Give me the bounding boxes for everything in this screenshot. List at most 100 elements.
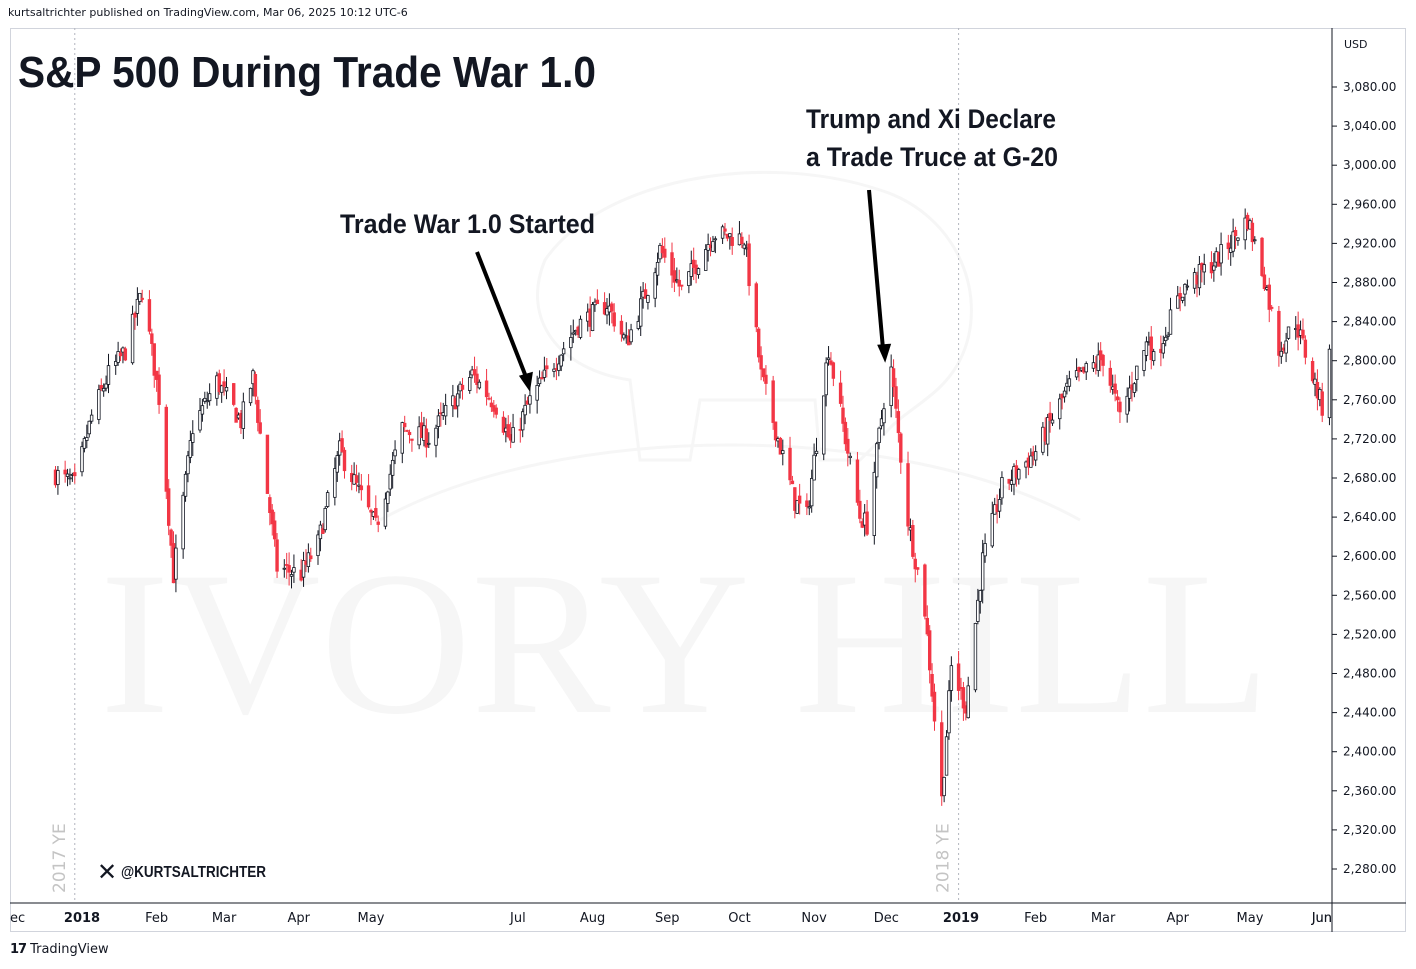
candle [896, 399, 901, 443]
candle [487, 392, 491, 401]
x-tick-label: Dec [874, 911, 899, 926]
x-tick-label: 2018 [64, 911, 100, 926]
candle [1074, 358, 1079, 381]
candle [1219, 232, 1223, 276]
candle [106, 353, 111, 394]
y-tick-label: 2,280.00 [1343, 862, 1396, 876]
candle [65, 468, 70, 487]
candle [1202, 253, 1206, 285]
candle [436, 409, 441, 439]
candle [1250, 217, 1255, 251]
tradingview-footer[interactable]: 17 TradingView [10, 942, 109, 957]
annotation-trade-truce-line: a Trade Truce at G-20 [806, 142, 1058, 172]
candle [97, 384, 101, 425]
candle [997, 488, 1002, 518]
candle [1125, 387, 1129, 423]
x-tick-label: Nov [801, 911, 827, 926]
candle [157, 367, 161, 414]
candle [610, 301, 614, 324]
candle [949, 656, 954, 702]
candle [1286, 326, 1291, 340]
candle [858, 489, 862, 524]
candle [1303, 335, 1308, 365]
candle [89, 409, 94, 424]
candle [1108, 360, 1113, 393]
candle [390, 451, 395, 489]
candle [542, 356, 547, 382]
candle [232, 382, 236, 407]
candle [256, 396, 260, 432]
candle [68, 468, 72, 485]
candle [788, 436, 792, 486]
candle [655, 252, 660, 286]
candle [359, 474, 364, 501]
candle [865, 499, 869, 537]
candle [1231, 218, 1235, 258]
candle [494, 404, 498, 419]
y-tick-label: 3,000.00 [1343, 158, 1396, 172]
candle [578, 315, 583, 340]
candle [191, 420, 195, 457]
candle [99, 378, 103, 392]
candle [569, 325, 573, 361]
candle [80, 441, 84, 477]
candle [571, 319, 575, 344]
candle [1127, 375, 1132, 412]
candle [114, 354, 118, 375]
watermark: IVORY HILL [100, 170, 1270, 757]
candle [506, 415, 510, 439]
chart-title: S&P 500 During Trade War 1.0 [18, 48, 596, 97]
candle [323, 506, 327, 533]
candle [540, 371, 544, 380]
tradingview-logo-icon: 17 [10, 942, 27, 957]
x-tick-label: Mar [1091, 911, 1116, 926]
candle [265, 434, 270, 494]
candle [961, 681, 966, 721]
candle [475, 366, 479, 394]
candle [891, 359, 896, 398]
candle [316, 530, 320, 565]
candle [135, 287, 140, 326]
candle [894, 377, 898, 418]
candle [595, 289, 600, 305]
candle [393, 440, 397, 465]
candle [63, 460, 67, 483]
candle [1062, 386, 1067, 403]
candle [289, 569, 294, 589]
y-tick-label: 2,800.00 [1343, 354, 1396, 368]
candle [590, 302, 595, 332]
candle [207, 383, 212, 406]
candle [843, 417, 848, 451]
candle [757, 326, 761, 363]
candle [511, 413, 515, 443]
candle [455, 385, 460, 418]
candle [123, 346, 128, 362]
candle [793, 487, 797, 519]
candle [1149, 326, 1153, 370]
candle [812, 443, 816, 481]
candle [85, 424, 89, 449]
candles [53, 208, 1332, 806]
currency-label[interactable]: USD [1344, 38, 1368, 51]
elephant-logo-icon [379, 170, 1081, 522]
annotation-trade-truce-line: Trump and Xi Declare [806, 104, 1056, 134]
candle [1166, 331, 1170, 340]
candle [846, 428, 850, 467]
candle [460, 377, 465, 400]
candle [1048, 401, 1052, 433]
candle [386, 490, 390, 513]
candle [56, 465, 60, 495]
year-end-label: 2017 YE [50, 823, 70, 893]
candle [923, 563, 927, 620]
candle [773, 421, 778, 447]
candle [855, 451, 860, 506]
candle [740, 232, 744, 249]
candle [1151, 348, 1156, 366]
x-tick-label: Jun [1311, 911, 1332, 926]
candle [653, 267, 657, 308]
candle [781, 439, 785, 466]
candle [691, 247, 696, 281]
candle [1327, 344, 1332, 426]
annotation-arrow [475, 251, 530, 383]
